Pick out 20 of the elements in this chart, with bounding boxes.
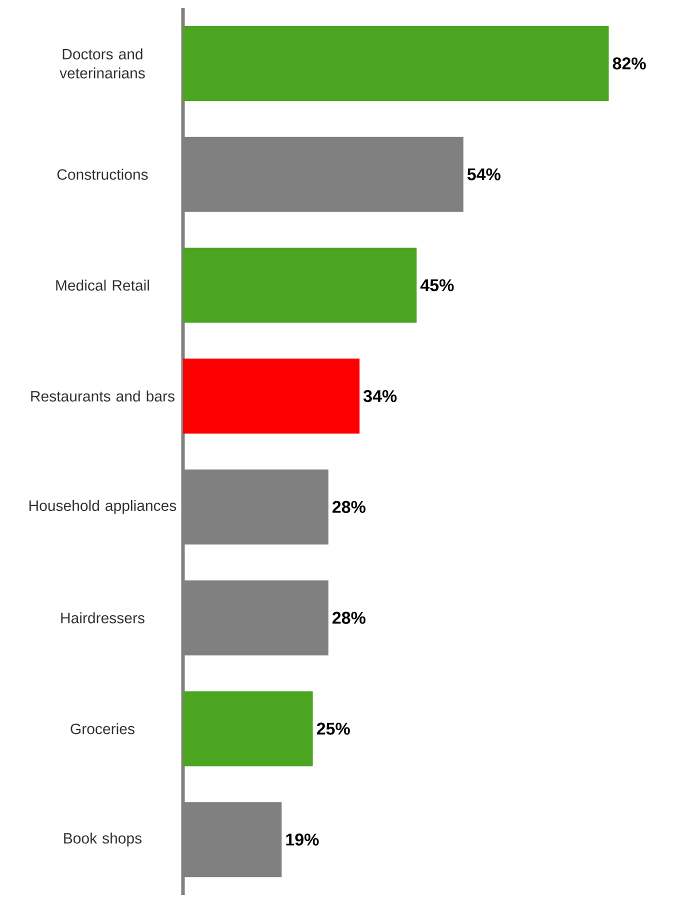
data-label: 34% <box>363 390 397 402</box>
y-tick-label: Restaurants and bars <box>31 390 174 402</box>
data-label: 28% <box>332 612 366 624</box>
bar <box>183 358 360 434</box>
y-tick-label: Medical Retail <box>56 280 149 291</box>
y-tick-label: Household appliances <box>29 500 176 514</box>
y-tick-label: Constructions <box>57 168 148 180</box>
data-label: 19% <box>286 834 319 846</box>
data-label: 28% <box>332 500 366 513</box>
data-label: 54% <box>467 168 500 180</box>
bar <box>183 691 313 766</box>
y-tick-label: Doctors and veterinarians <box>60 48 145 78</box>
y-tick-label: Book shops <box>64 832 142 847</box>
data-label: 25% <box>316 722 350 735</box>
y-tick-label: Hairdressers <box>61 612 144 624</box>
bar <box>183 26 609 101</box>
data-label: 45% <box>420 279 454 292</box>
y-tick-label: Groceries <box>70 723 134 734</box>
data-label: 82% <box>612 57 646 70</box>
bar <box>183 248 417 323</box>
